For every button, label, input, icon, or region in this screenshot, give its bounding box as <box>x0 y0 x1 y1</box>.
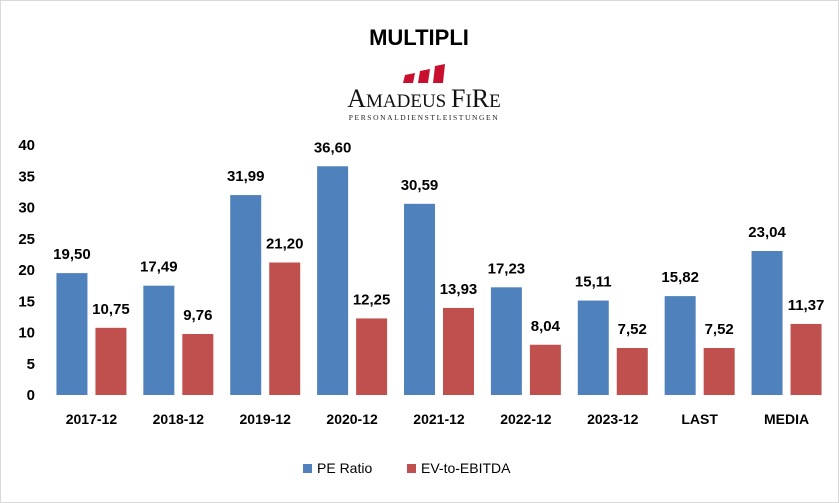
legend-swatch-ev-ebitda <box>407 464 416 473</box>
pe-ratio-bar <box>143 285 175 395</box>
legend: PE Ratio EV-to-EBITDA <box>303 460 511 476</box>
pe-ratio-bar <box>404 203 435 395</box>
pe-ratio-bar <box>751 251 783 395</box>
x-tick-label: 2018-12 <box>153 411 205 427</box>
ev-ebitda-bar <box>95 327 127 395</box>
y-tick-label: 0 <box>27 387 35 404</box>
x-tick-label: 2017-12 <box>66 411 118 427</box>
logo-bar-2 <box>418 69 430 83</box>
x-tick-label: 2020-12 <box>326 411 378 427</box>
data-label: 21,20 <box>266 236 304 253</box>
pe-ratio-bar <box>230 195 262 395</box>
logo-wordmark: AMADEUS FIRE <box>347 84 501 113</box>
data-label: 7,52 <box>705 321 734 338</box>
x-tick-label: MEDIA <box>764 411 809 427</box>
logo-tagline: PERSONALDIENSTLEISTUNGEN <box>349 113 499 122</box>
y-tick-label: 25 <box>18 231 35 248</box>
data-labels: 19,50 10,75 17,49 9,76 31,99 21,20 36,60 12,25 3… <box>53 139 824 338</box>
data-label: 30,59 <box>401 177 439 194</box>
ev-ebitda-bar <box>616 348 648 395</box>
pe-ratio-bar <box>577 300 609 395</box>
data-label: 15,82 <box>661 269 699 286</box>
data-label: 13,93 <box>440 281 478 298</box>
x-tick-label: 2023-12 <box>587 411 639 427</box>
ev-ebitda-bar <box>703 348 735 395</box>
legend-swatch-pe-ratio <box>303 464 312 473</box>
legend-label: PE Ratio <box>317 460 372 476</box>
data-label: 10,75 <box>92 301 130 318</box>
data-label: 17,23 <box>488 260 526 277</box>
x-tick-label: 2021-12 <box>413 411 465 427</box>
data-label: 31,99 <box>227 168 265 185</box>
y-tick-label: 30 <box>18 200 35 217</box>
y-tick-label: 5 <box>27 356 35 373</box>
data-label: 15,11 <box>575 274 612 291</box>
data-label: 8,04 <box>531 318 561 335</box>
y-tick-label: 20 <box>18 262 35 279</box>
data-label: 19,50 <box>53 246 91 263</box>
y-tick-label: 35 <box>18 168 35 185</box>
pe-ratio-bar <box>317 166 349 395</box>
y-tick-label: 15 <box>18 293 35 310</box>
data-label: 36,60 <box>314 139 352 156</box>
logo-bar-1 <box>403 73 415 83</box>
y-axis: 0 5 10 15 20 25 30 35 40 <box>18 137 35 404</box>
data-label: 12,25 <box>353 291 391 308</box>
pe-ratio-bar <box>490 287 522 395</box>
ev-ebitda-bar <box>356 318 388 395</box>
logo-bar-3 <box>433 64 445 83</box>
chart-title: MULTIPLI <box>369 25 469 50</box>
ev-ebitda-bar <box>182 334 214 395</box>
legend-label: EV-to-EBITDA <box>421 460 511 476</box>
x-axis: 2017-12 2018-12 2019-12 2020-12 2021-12 2022-… <box>66 411 809 427</box>
ev-ebitda-bar <box>790 323 822 395</box>
y-tick-label: 40 <box>18 137 35 154</box>
ev-ebitda-bar <box>269 262 301 395</box>
amadeus-fire-logo: AMADEUS FIRE PERSONALDIENSTLEISTUNGEN <box>347 64 501 122</box>
data-label: 9,76 <box>183 307 212 324</box>
ev-ebitda-bar <box>529 344 561 395</box>
bars <box>56 166 822 395</box>
x-tick-label: 2022-12 <box>500 411 552 427</box>
logo-mark-icon <box>403 64 445 83</box>
ev-ebitda-bar <box>443 307 474 395</box>
data-label: 11,37 <box>788 297 825 314</box>
data-label: 17,49 <box>140 259 178 276</box>
x-tick-label: LAST <box>681 411 718 427</box>
y-tick-label: 10 <box>18 325 35 342</box>
data-label: 7,52 <box>618 321 647 338</box>
pe-ratio-bar <box>664 296 696 395</box>
data-label: 23,04 <box>748 224 786 241</box>
pe-ratio-bar <box>56 273 88 395</box>
x-tick-label: 2019-12 <box>240 411 292 427</box>
